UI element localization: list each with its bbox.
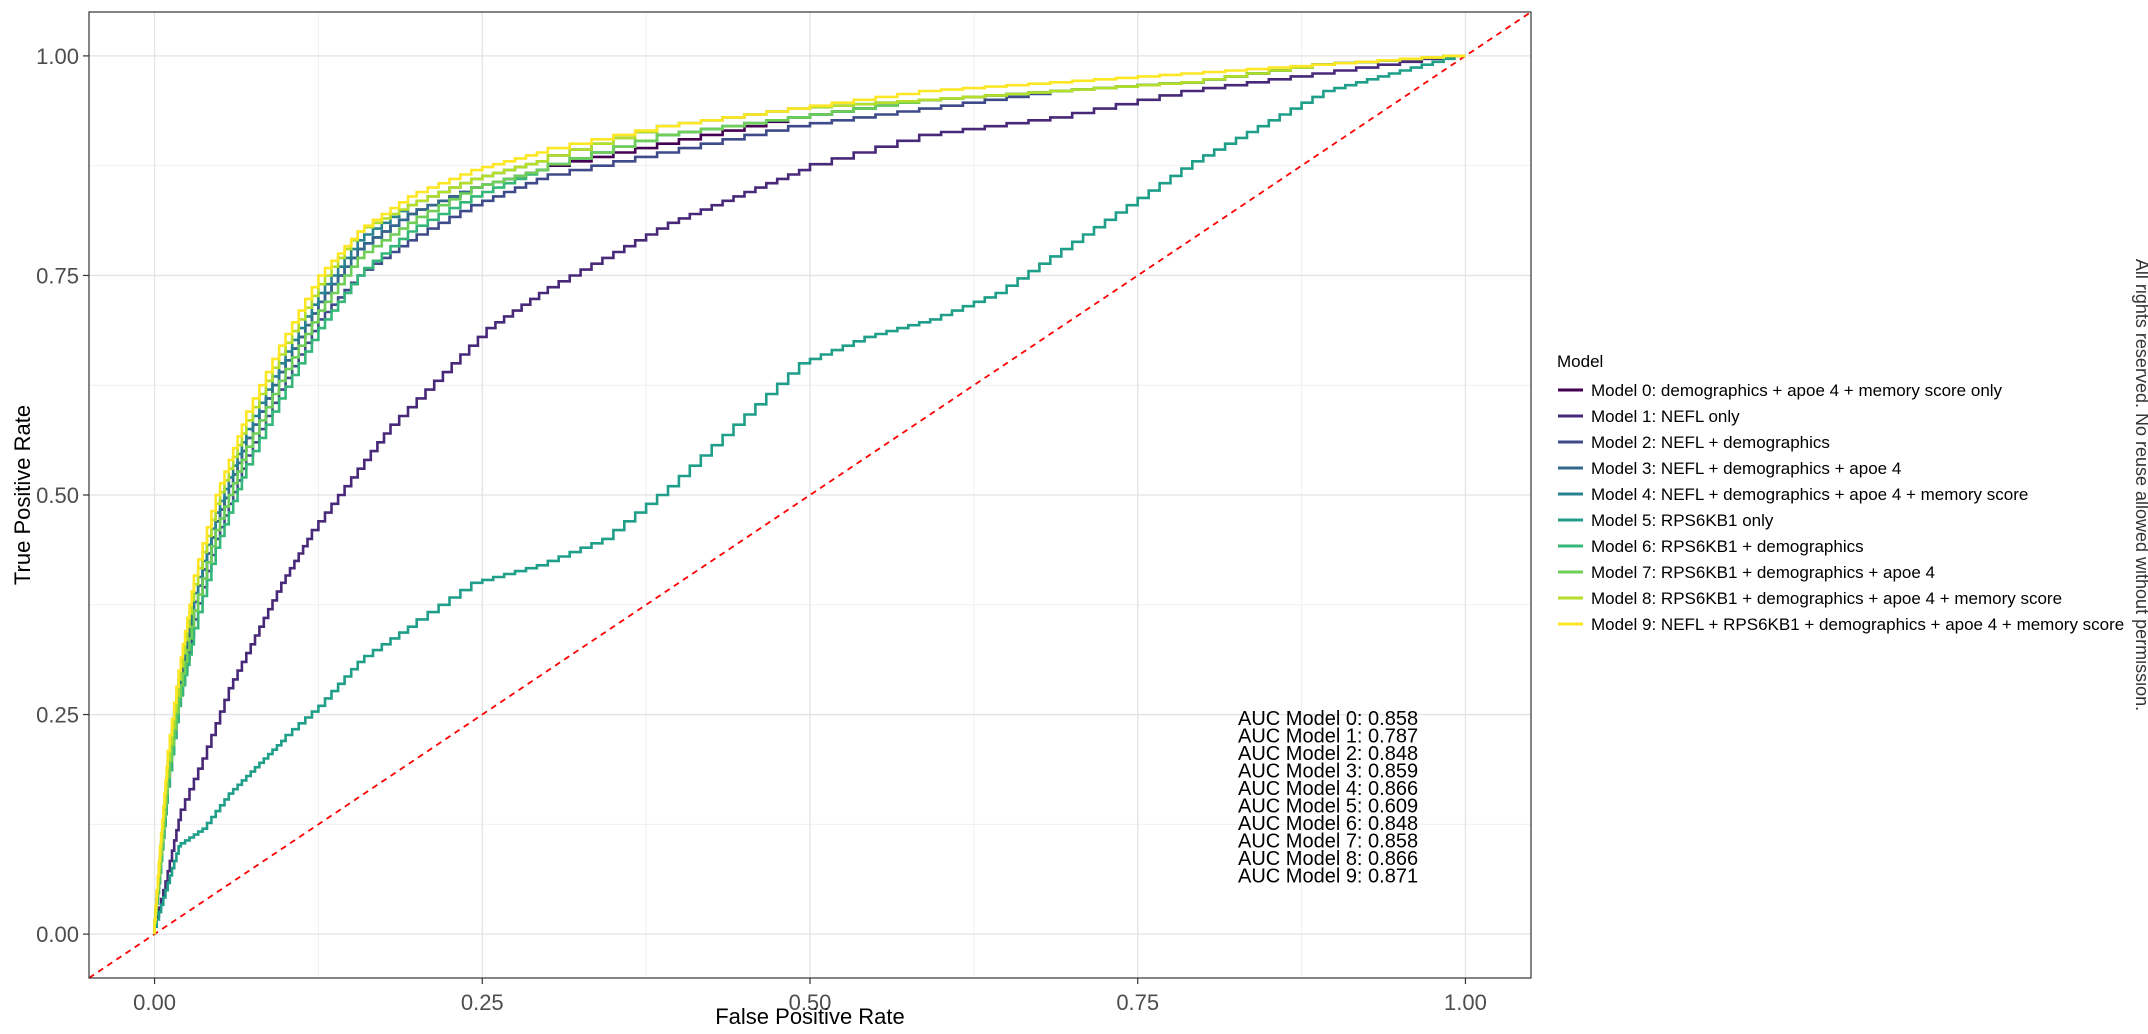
y-tick-label: 0.75 <box>36 263 79 288</box>
series-line-model-8 <box>153 54 1466 935</box>
series-lines <box>153 54 1466 935</box>
legend-label-model-3: Model 3: NEFL + demographics + apoe 4 <box>1591 459 1901 478</box>
x-axis-title: False Positive Rate <box>715 1004 905 1029</box>
auc-label: AUC Model 1: 0.787 <box>1238 726 1418 748</box>
series-line-model-1 <box>153 54 1466 935</box>
x-tick-label: 0.50 <box>789 990 832 1015</box>
auc-label: AUC Model 3: 0.859 <box>1238 761 1418 783</box>
legend-label-model-8: Model 8: RPS6KB1 + demographics + apoe 4… <box>1591 589 2062 608</box>
x-tick-label: 0.75 <box>1116 990 1159 1015</box>
y-tick-label: 0.50 <box>36 483 79 508</box>
y-tick-label: 0.25 <box>36 703 79 728</box>
reference-line <box>88 11 1532 979</box>
auc-label: AUC Model 5: 0.609 <box>1238 796 1418 818</box>
legend-label-model-9: Model 9: NEFL + RPS6KB1 + demographics +… <box>1591 615 2124 634</box>
auc-label: AUC Model 9: 0.871 <box>1238 866 1418 888</box>
x-tick-label: 1.00 <box>1444 990 1487 1015</box>
auc-label: AUC Model 6: 0.848 <box>1238 813 1418 835</box>
x-tick-label: 0.25 <box>461 990 504 1015</box>
auc-label: AUC Model 8: 0.866 <box>1238 848 1418 870</box>
y-axis-title: True Positive Rate <box>10 405 35 585</box>
reference-diagonal <box>88 11 1532 979</box>
legend-label-model-0: Model 0: demographics + apoe 4 + memory … <box>1591 381 2003 400</box>
y-tick-label: 0.00 <box>36 922 79 947</box>
auc-label: AUC Model 2: 0.848 <box>1238 743 1418 765</box>
auc-label: AUC Model 0: 0.858 <box>1238 708 1418 730</box>
legend-label-model-1: Model 1: NEFL only <box>1591 407 1740 426</box>
legend-title: Model <box>1557 352 1603 371</box>
legend-label-model-5: Model 5: RPS6KB1 only <box>1591 511 1774 530</box>
grid-lines <box>89 12 1531 978</box>
x-tick-label: 0.00 <box>133 990 176 1015</box>
legend-label-model-7: Model 7: RPS6KB1 + demographics + apoe 4 <box>1591 563 1935 582</box>
axes: 0.00 0.25 0.50 0.75 1.00 0.00 0.25 0.50 0.75 1.00 <box>36 44 1487 1015</box>
y-tick-label: 1.00 <box>36 44 79 69</box>
series-line-model-5 <box>153 54 1466 935</box>
series-line-model-9 <box>153 54 1466 935</box>
legend-label-model-2: Model 2: NEFL + demographics <box>1591 433 1830 452</box>
auc-label: AUC Model 7: 0.858 <box>1238 831 1418 853</box>
legend-label-model-6: Model 6: RPS6KB1 + demographics <box>1591 537 1864 556</box>
side-note-text: All rights reserved. No reuse allowed wi… <box>2132 259 2148 711</box>
legend: Model Model 0: demographics + apoe 4 + m… <box>1557 352 2124 634</box>
legend-label-model-4: Model 4: NEFL + demographics + apoe 4 + … <box>1591 485 2028 504</box>
auc-label: AUC Model 4: 0.866 <box>1238 778 1418 800</box>
